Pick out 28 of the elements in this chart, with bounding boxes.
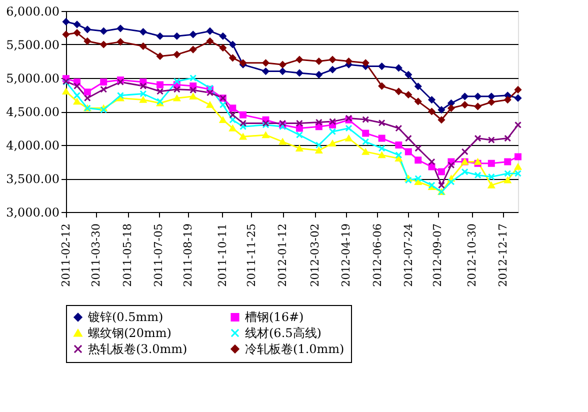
y-tick-label: 3,000.00 [6,206,60,220]
x-tick-label: 2011-07-05 [152,224,166,287]
legend-label: 螺纹钢(20mm) [88,326,172,340]
y-tick-label: 5,500.00 [6,38,60,52]
y-tick-label: 3,500.00 [6,172,60,186]
legend-label: 热轧板卷(3.0mm) [88,342,188,356]
x-tick-label: 2012-01-12 [276,224,290,287]
y-tick-label: 4,500.00 [6,105,60,119]
x-tick-label: 2012-09-07 [431,224,444,287]
x-tick-label: 2011-10-11 [216,224,229,287]
x-tick-label: 2011-02-12 [60,224,72,287]
x-tick-label: 2012-12-17 [496,224,510,287]
x-tick-label: 2012-07-24 [402,224,415,287]
y-tick-label: 6,000.00 [6,4,60,18]
legend-label: 冷轧板卷(1.0mm) [245,342,344,356]
x-tick-label: 2011-11-25 [244,224,258,287]
x-tick-label: 2012-10-30 [465,224,478,287]
x-tick-label: 2012-04-19 [340,224,353,287]
x-tick-label: 2011-03-30 [89,224,102,287]
x-tick-label: 2012-03-02 [308,224,322,287]
y-tick-label: 5,000.00 [6,72,60,86]
x-tick-label: 2011-05-18 [121,224,134,287]
y-tick-label: 4,000.00 [6,138,60,152]
x-tick-label: 2011-08-19 [181,224,194,287]
legend-label: 线材(6.5高线) [245,326,322,340]
legend-label: 槽钢(16#) [245,310,304,324]
x-tick-label: 2012-06-06 [370,224,384,287]
legend-label: 镀锌(0.5mm) [87,310,164,324]
